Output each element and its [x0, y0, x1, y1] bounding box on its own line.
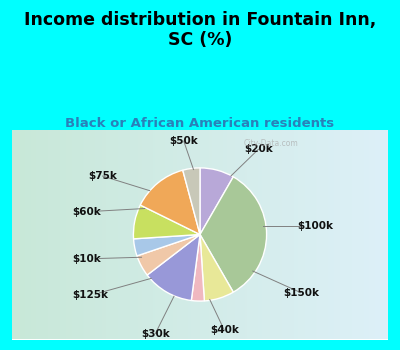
Wedge shape [137, 234, 200, 275]
Wedge shape [200, 234, 233, 301]
Wedge shape [147, 234, 200, 301]
Wedge shape [200, 168, 233, 234]
Text: $50k: $50k [169, 136, 198, 146]
Text: Income distribution in Fountain Inn,
SC (%): Income distribution in Fountain Inn, SC … [24, 10, 376, 49]
Wedge shape [200, 177, 266, 292]
Text: $125k: $125k [72, 290, 108, 300]
Wedge shape [134, 205, 200, 239]
Wedge shape [183, 168, 200, 234]
Text: $150k: $150k [284, 288, 320, 298]
Text: $10k: $10k [72, 254, 101, 264]
Text: $20k: $20k [244, 144, 273, 154]
Text: $100k: $100k [297, 222, 333, 231]
Text: City-Data.com: City-Data.com [244, 139, 298, 148]
Text: Black or African American residents: Black or African American residents [66, 117, 334, 130]
Text: $60k: $60k [72, 207, 101, 217]
Wedge shape [134, 234, 200, 256]
Text: $40k: $40k [210, 325, 239, 335]
Wedge shape [191, 234, 204, 301]
Text: $30k: $30k [141, 329, 170, 338]
Text: $75k: $75k [88, 171, 117, 181]
Wedge shape [140, 170, 200, 234]
